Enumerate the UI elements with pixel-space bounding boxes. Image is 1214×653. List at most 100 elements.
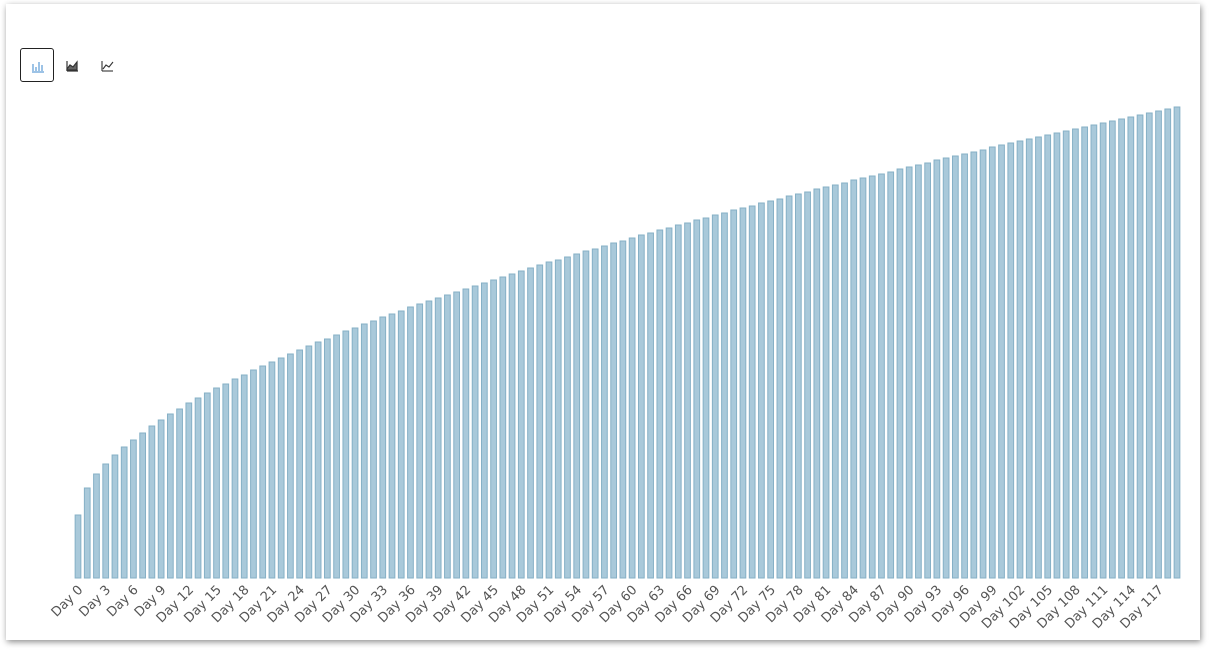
- bar: [74, 514, 82, 579]
- area-chart-button[interactable]: [55, 48, 89, 82]
- bar: [1099, 122, 1107, 579]
- bar: [1127, 116, 1135, 579]
- line-icon: [101, 61, 114, 72]
- bar: [397, 310, 405, 579]
- bar: [628, 237, 636, 579]
- bar: [637, 234, 645, 579]
- bar: [1136, 114, 1144, 579]
- bar: [231, 378, 239, 579]
- bar: [813, 188, 821, 579]
- bar: [601, 245, 608, 579]
- bar: [878, 173, 885, 579]
- bar: [499, 276, 507, 579]
- bar: [130, 439, 137, 579]
- bar: [222, 383, 230, 579]
- bar: [1108, 120, 1116, 579]
- bar: [508, 273, 516, 579]
- bar: [841, 182, 848, 579]
- bar: [185, 402, 193, 579]
- bar: [296, 349, 304, 579]
- bar: [360, 323, 368, 579]
- bar: [573, 253, 581, 579]
- bar: [250, 369, 257, 579]
- bar: [610, 242, 618, 579]
- bar: [545, 261, 553, 579]
- bar: [868, 175, 876, 579]
- bar: [444, 294, 451, 579]
- bar: [850, 179, 858, 579]
- bar: [314, 341, 322, 579]
- bar: [333, 334, 340, 579]
- bar: [582, 250, 590, 579]
- bar: [277, 357, 285, 579]
- bar: [684, 222, 691, 579]
- bar: [767, 200, 775, 579]
- bar: [166, 413, 174, 579]
- bar: [951, 155, 959, 579]
- bar: [342, 330, 350, 579]
- bar: [564, 256, 571, 579]
- bar: [1118, 118, 1125, 579]
- bar: [240, 374, 248, 579]
- bar: [711, 214, 719, 579]
- bar: [822, 186, 830, 579]
- bar: [758, 202, 765, 579]
- bar: [323, 338, 331, 579]
- bar: [647, 232, 654, 579]
- bar: [1173, 106, 1181, 579]
- bar: [933, 159, 941, 579]
- bar: [416, 303, 424, 579]
- bar: [453, 291, 461, 579]
- bar-chart-button[interactable]: [20, 48, 54, 82]
- bar: [425, 300, 433, 579]
- bar: [693, 219, 701, 579]
- bar: [859, 177, 867, 579]
- bar: [1062, 130, 1070, 579]
- bar: [490, 279, 497, 579]
- bar: [1007, 142, 1015, 579]
- bar: [517, 270, 525, 579]
- bar: [268, 361, 276, 579]
- bar: [287, 353, 294, 579]
- bar: [1044, 134, 1052, 579]
- bar: [748, 205, 756, 579]
- bar: [554, 259, 562, 579]
- bar: [665, 227, 673, 579]
- bar: [1035, 136, 1042, 579]
- bar: [961, 153, 968, 579]
- bar: [674, 224, 682, 579]
- bar: [213, 387, 220, 579]
- bar: [305, 345, 313, 579]
- bar: [139, 432, 147, 579]
- bar: [370, 320, 377, 579]
- bar-icon: [32, 62, 44, 73]
- bar: [739, 207, 747, 579]
- bar: [785, 195, 793, 579]
- bar: [120, 446, 128, 579]
- bar: [471, 285, 479, 579]
- bar: [1072, 128, 1079, 579]
- bar: [1025, 138, 1033, 579]
- bar: [480, 282, 488, 579]
- bar: [407, 306, 414, 579]
- bar: [93, 473, 100, 579]
- bar: [942, 157, 950, 579]
- bar: [1155, 110, 1162, 579]
- bar: [1164, 108, 1172, 579]
- bar: [794, 193, 802, 579]
- bar: [351, 327, 359, 579]
- bar: [157, 419, 165, 579]
- bar: [619, 240, 627, 579]
- bar: [434, 297, 442, 579]
- line-chart-button[interactable]: [90, 48, 124, 82]
- bar: [194, 397, 202, 579]
- bar: [379, 316, 387, 579]
- bar: [905, 166, 913, 579]
- bar: [924, 162, 932, 579]
- bar: [388, 313, 396, 579]
- bar: [527, 267, 534, 579]
- bar: [1053, 132, 1061, 579]
- bar: [702, 217, 710, 579]
